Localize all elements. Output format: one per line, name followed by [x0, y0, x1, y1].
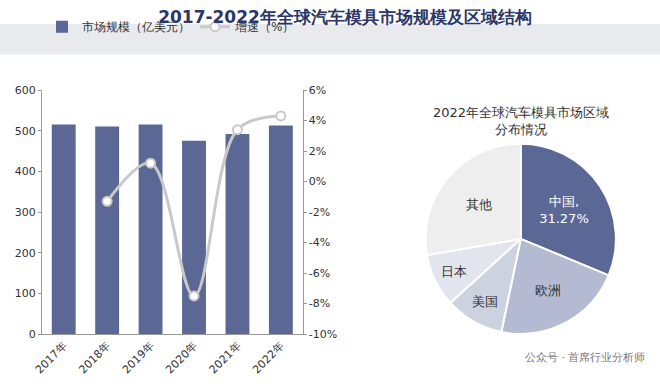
svg-text:2021年: 2021年 [207, 340, 244, 377]
svg-text:2017-2022年全球汽车模具市场规模及区域结构: 2017-2022年全球汽车模具市场规模及区域结构 [158, 7, 532, 27]
svg-text:500: 500 [15, 125, 36, 138]
svg-text:2%: 2% [309, 145, 326, 158]
svg-text:-8%: -8% [309, 297, 330, 310]
svg-text:欧洲: 欧洲 [535, 283, 561, 298]
svg-text:2022年: 2022年 [250, 340, 287, 377]
svg-text:公众号 · 首席行业分析师: 公众号 · 首席行业分析师 [525, 351, 646, 364]
svg-text:100: 100 [15, 287, 36, 300]
svg-text:-2%: -2% [309, 206, 330, 219]
svg-text:市场规模（亿美元）: 市场规模（亿美元） [82, 20, 190, 34]
svg-text:2018年: 2018年 [76, 340, 113, 377]
svg-text:300: 300 [15, 206, 36, 219]
svg-text:4%: 4% [309, 114, 326, 127]
svg-text:增速（%）: 增速（%） [234, 20, 294, 34]
svg-text:600: 600 [15, 84, 36, 97]
svg-text:日本: 日本 [441, 264, 467, 279]
svg-text:-6%: -6% [309, 267, 330, 280]
svg-text:中国,31.27%: 中国,31.27% [539, 194, 589, 226]
svg-text:400: 400 [15, 165, 36, 178]
svg-text:2017年: 2017年 [33, 340, 70, 377]
svg-text:2020年: 2020年 [163, 340, 200, 377]
svg-text:200: 200 [15, 247, 36, 260]
svg-text:0: 0 [29, 328, 36, 341]
svg-text:-10%: -10% [309, 328, 337, 341]
svg-text:其他: 其他 [466, 197, 492, 212]
svg-text:美国: 美国 [472, 294, 498, 309]
svg-text:2022年全球汽车模具市场区域分布情况: 2022年全球汽车模具市场区域分布情况 [433, 105, 609, 137]
svg-text:0%: 0% [309, 175, 326, 188]
svg-text:-4%: -4% [309, 236, 330, 249]
svg-text:2019年: 2019年 [120, 340, 157, 377]
svg-text:6%: 6% [309, 84, 326, 97]
